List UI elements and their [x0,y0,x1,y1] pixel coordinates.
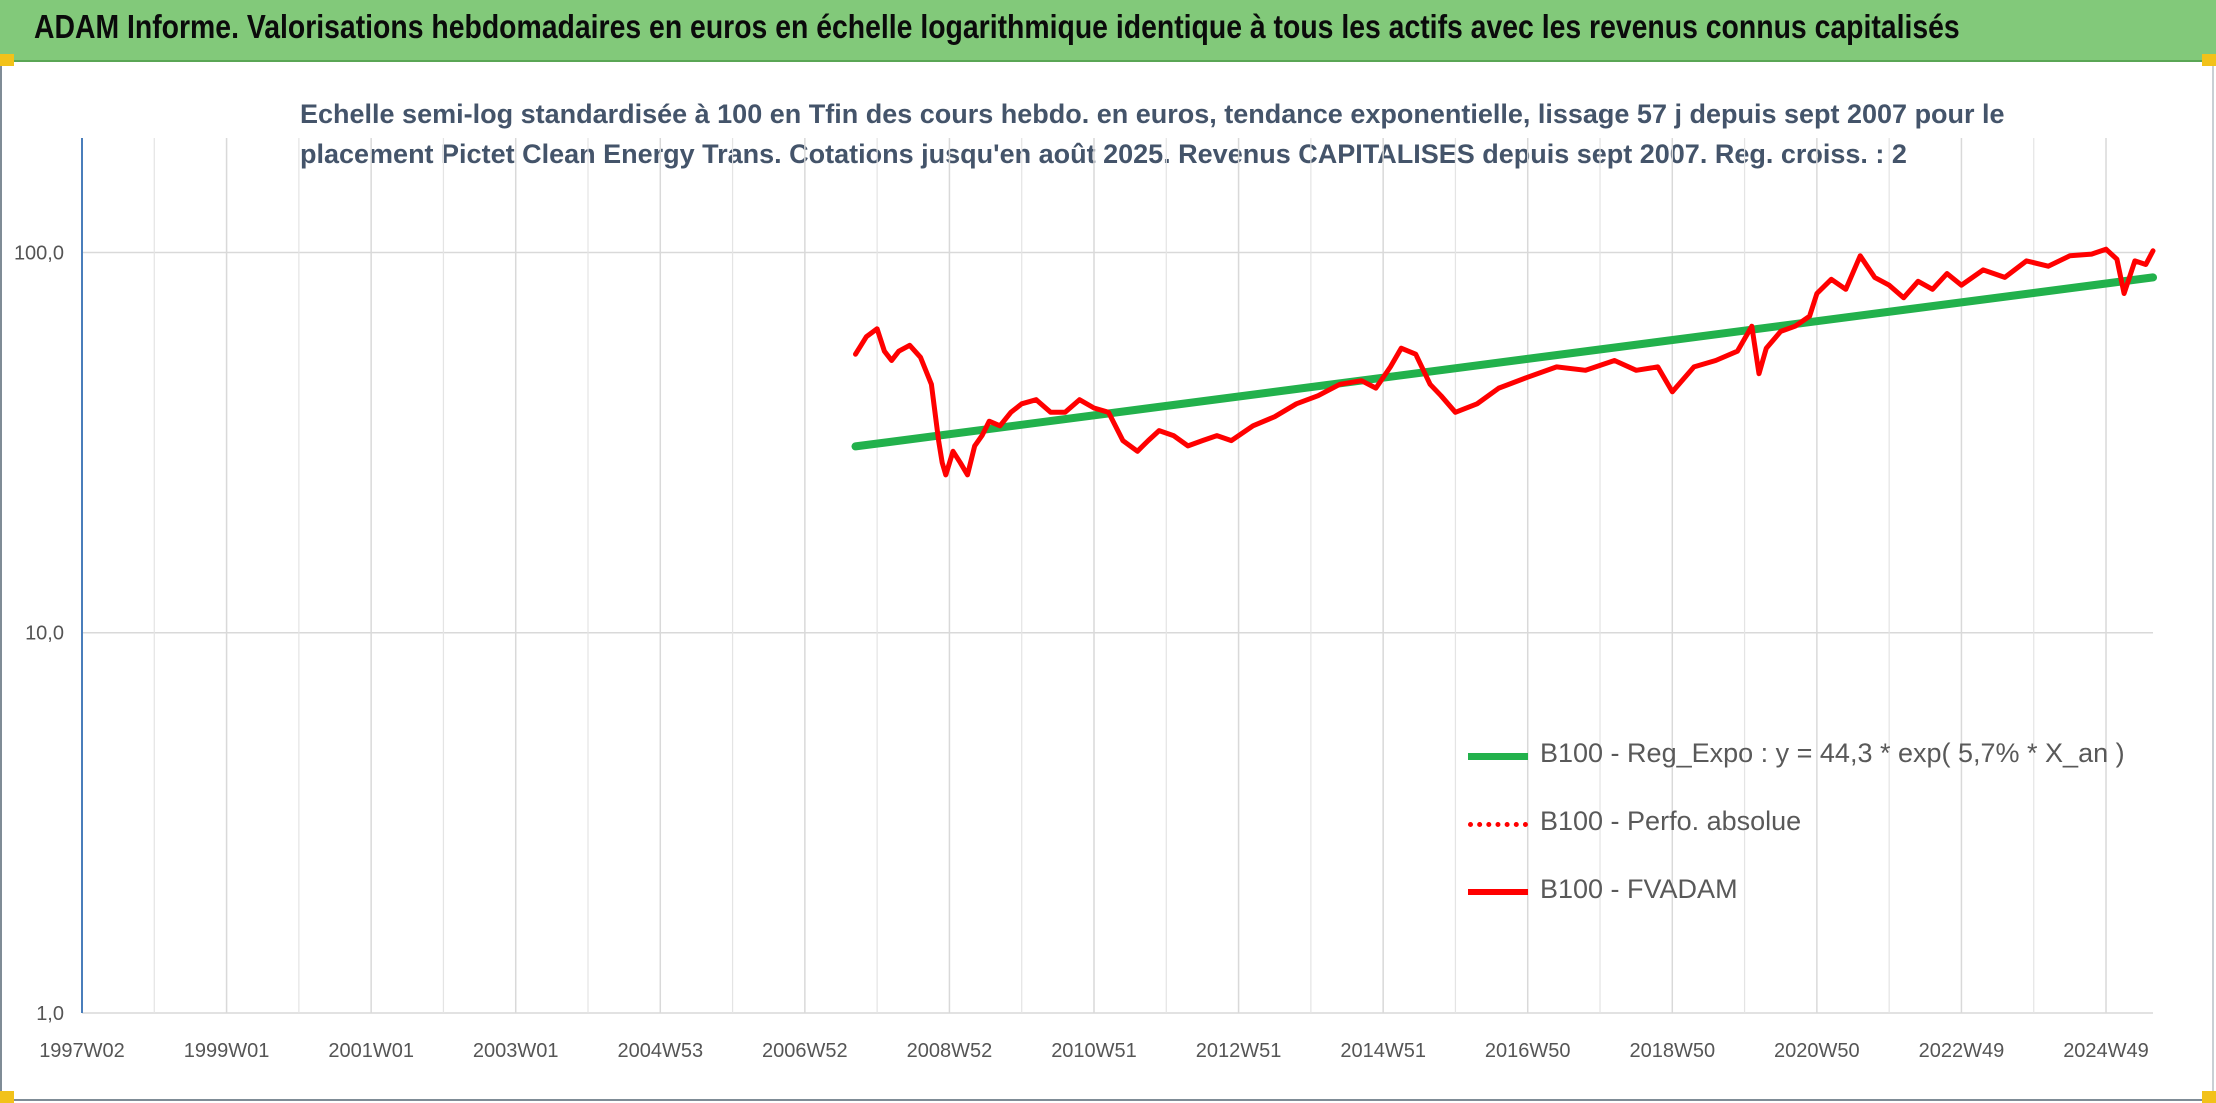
x-tick-label: 2008W52 [907,1040,993,1062]
x-tick-label: 1997W02 [39,1040,125,1062]
corner-marker-top-right [2202,54,2216,66]
series-layer [851,246,2157,478]
legend-swatch-regression [1468,753,1528,760]
x-tick-label: 2022W49 [1919,1040,2005,1062]
x-tick-label: 1999W01 [184,1040,270,1062]
x-tick-label: 2012W51 [1196,1040,1282,1062]
legend-label-perfo-absolue: B100 - Perfo. absolue [1540,806,1802,836]
x-tick-label: 2003W01 [473,1040,559,1062]
y-tick-label: 100,0 [14,242,64,264]
x-tick-label: 2004W53 [617,1040,703,1062]
x-tick-label: 2016W50 [1485,1040,1571,1062]
corner-marker-bottom-left [0,1091,14,1103]
axis-layer: 1,0 10,0 100,0 1997W02 1999W01 2001W01 2003W01… [14,138,2149,1062]
x-tick-label: 2024W49 [2063,1040,2149,1062]
fvadam-line [853,246,2156,478]
x-tick-label: 2018W50 [1629,1040,1715,1062]
header-bar: ADAM Informe. Valorisations hebdomadaire… [0,0,2216,62]
regression-line [851,273,2157,451]
chart-frame [0,62,2214,1101]
legend-swatch-fvadam [1468,889,1528,895]
corner-marker-top-left [0,54,14,66]
x-tick-label: 2020W50 [1774,1040,1860,1062]
y-tick-label: 1,0 [36,1003,64,1025]
grid-layer [81,138,2153,1014]
x-tick-label: 2014W51 [1340,1040,1426,1062]
corner-marker-bottom-right [2202,1091,2216,1103]
legend-swatch-perfo-absolue [1468,822,1528,827]
x-tick-label: 2010W51 [1051,1040,1137,1062]
x-tick-label: 2001W01 [328,1040,414,1062]
y-tick-label: 10,0 [25,623,64,645]
legend-label-regression: B100 - Reg_Expo : y = 44,3 * exp( 5,7% *… [1540,738,2125,768]
legend-label-fvadam: B100 - FVADAM [1540,874,1738,904]
page-title: ADAM Informe. Valorisations hebdomadaire… [34,8,1960,45]
x-tick-label: 2006W52 [762,1040,848,1062]
